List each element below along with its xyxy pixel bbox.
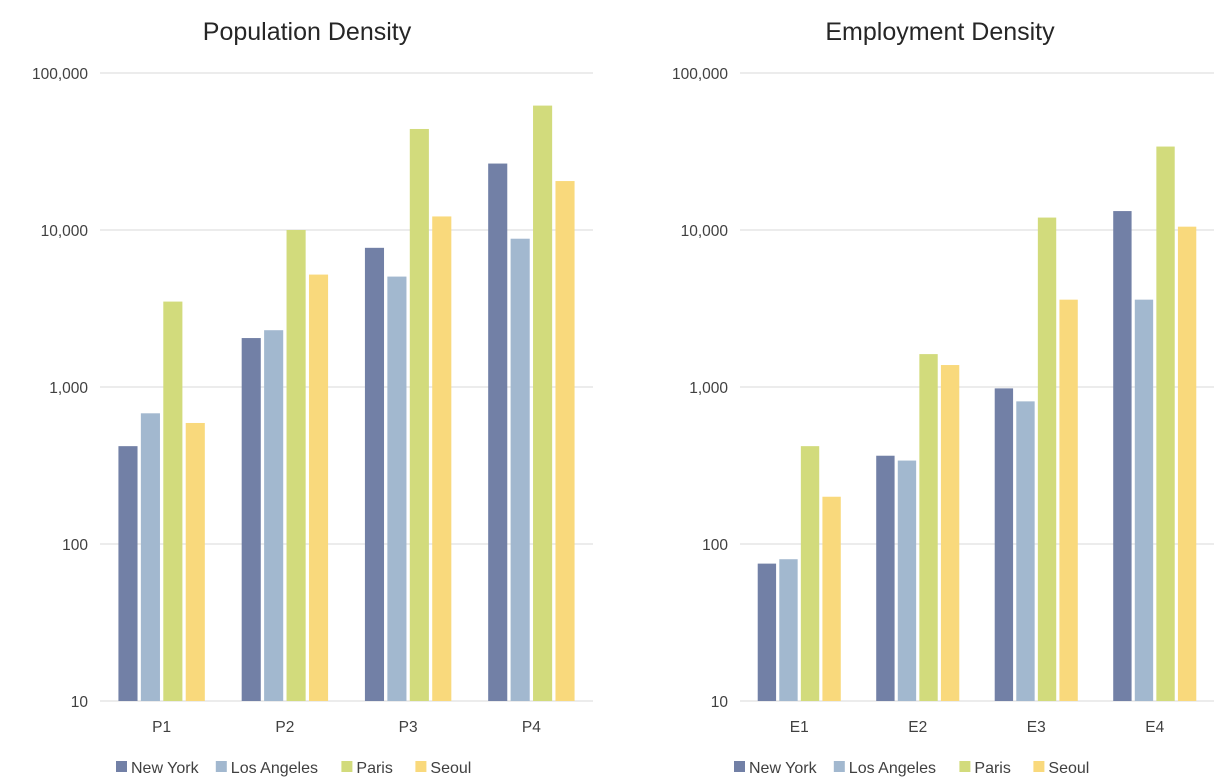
x-tick-label: P3 bbox=[399, 719, 418, 736]
legend-label: Seoul bbox=[430, 760, 471, 777]
bar-new-york-e1 bbox=[757, 563, 777, 701]
legend-label: New York bbox=[749, 760, 818, 777]
bar-paris-p4 bbox=[533, 105, 553, 702]
y-tick-label: 1,000 bbox=[689, 380, 728, 397]
legend-swatch bbox=[734, 761, 745, 772]
bar-paris-p3 bbox=[409, 128, 429, 702]
legend-label: Paris bbox=[356, 760, 392, 777]
x-tick-label: P2 bbox=[275, 719, 294, 736]
bar-new-york-e4 bbox=[1113, 211, 1132, 701]
chart-title: Population Density bbox=[203, 18, 412, 46]
x-tick-label: E4 bbox=[1145, 719, 1164, 736]
legend-swatch bbox=[116, 761, 127, 772]
bar-los-angeles-p3 bbox=[387, 276, 407, 701]
x-tick-label: P1 bbox=[152, 719, 171, 736]
legend-swatch bbox=[833, 761, 845, 772]
x-tick-label: P4 bbox=[522, 719, 541, 736]
bar-new-york-e2 bbox=[876, 455, 895, 701]
x-tick-label: E1 bbox=[790, 719, 809, 736]
legend-label: New York bbox=[131, 760, 200, 777]
bar-seoul-p4 bbox=[555, 181, 575, 702]
bar-los-angeles-p1 bbox=[140, 413, 160, 701]
y-tick-label: 10 bbox=[71, 694, 89, 711]
y-tick-label: 10 bbox=[711, 694, 729, 711]
bar-paris-e2 bbox=[919, 354, 938, 701]
chart-title: Employment Density bbox=[825, 18, 1055, 46]
bar-seoul-e3 bbox=[1059, 299, 1078, 701]
legend-label: Seoul bbox=[1048, 760, 1089, 777]
population-density-chart: Population Density 10 100 1,000 10,000 100,00… bbox=[32, 18, 593, 777]
bar-seoul-e4 bbox=[1177, 226, 1197, 701]
legend-swatch bbox=[341, 761, 353, 772]
bar-paris-e4 bbox=[1156, 146, 1175, 702]
y-tick-label: 1,000 bbox=[49, 380, 88, 397]
legend-label: Paris bbox=[974, 760, 1010, 777]
bar-los-angeles-p2 bbox=[264, 330, 284, 701]
y-tick-label: 10,000 bbox=[41, 223, 89, 240]
legend-label: Los Angeles bbox=[231, 760, 318, 777]
bar-los-angeles-e4 bbox=[1134, 299, 1154, 701]
bar-new-york-p2 bbox=[241, 338, 261, 701]
y-tick-label: 10,000 bbox=[681, 223, 729, 240]
bar-los-angeles-e3 bbox=[1016, 401, 1035, 701]
y-tick-label: 100 bbox=[702, 537, 728, 554]
legend-swatch bbox=[215, 761, 227, 772]
bar-seoul-p2 bbox=[308, 274, 329, 701]
bar-new-york-p1 bbox=[118, 446, 138, 701]
bar-paris-p1 bbox=[163, 301, 183, 701]
bar-new-york-p4 bbox=[488, 163, 508, 701]
x-tick-label: E3 bbox=[1027, 719, 1046, 736]
bar-seoul-e1 bbox=[822, 496, 841, 701]
legend-swatch bbox=[959, 761, 971, 772]
bar-paris-e1 bbox=[800, 446, 820, 701]
bar-seoul-e2 bbox=[940, 365, 960, 701]
y-tick-label: 100,000 bbox=[32, 66, 88, 83]
y-tick-label: 100,000 bbox=[672, 66, 728, 83]
legend-swatch bbox=[1033, 761, 1045, 772]
bar-new-york-e3 bbox=[994, 388, 1014, 701]
y-tick-label: 100 bbox=[62, 537, 88, 554]
bar-los-angeles-p4 bbox=[510, 238, 530, 701]
employment-density-chart: Employment Density 10 100 1,000 10,000 100,00… bbox=[672, 18, 1214, 777]
bar-paris-e3 bbox=[1037, 217, 1057, 701]
x-tick-label: E2 bbox=[908, 719, 927, 736]
bar-los-angeles-e1 bbox=[779, 559, 798, 701]
bar-los-angeles-e2 bbox=[897, 460, 917, 701]
legend-swatch bbox=[415, 761, 427, 772]
bar-seoul-p1 bbox=[185, 422, 205, 701]
legend-label: Los Angeles bbox=[849, 760, 936, 777]
bar-new-york-p3 bbox=[364, 247, 385, 701]
bar-paris-p2 bbox=[286, 230, 306, 701]
bar-seoul-p3 bbox=[432, 216, 452, 701]
